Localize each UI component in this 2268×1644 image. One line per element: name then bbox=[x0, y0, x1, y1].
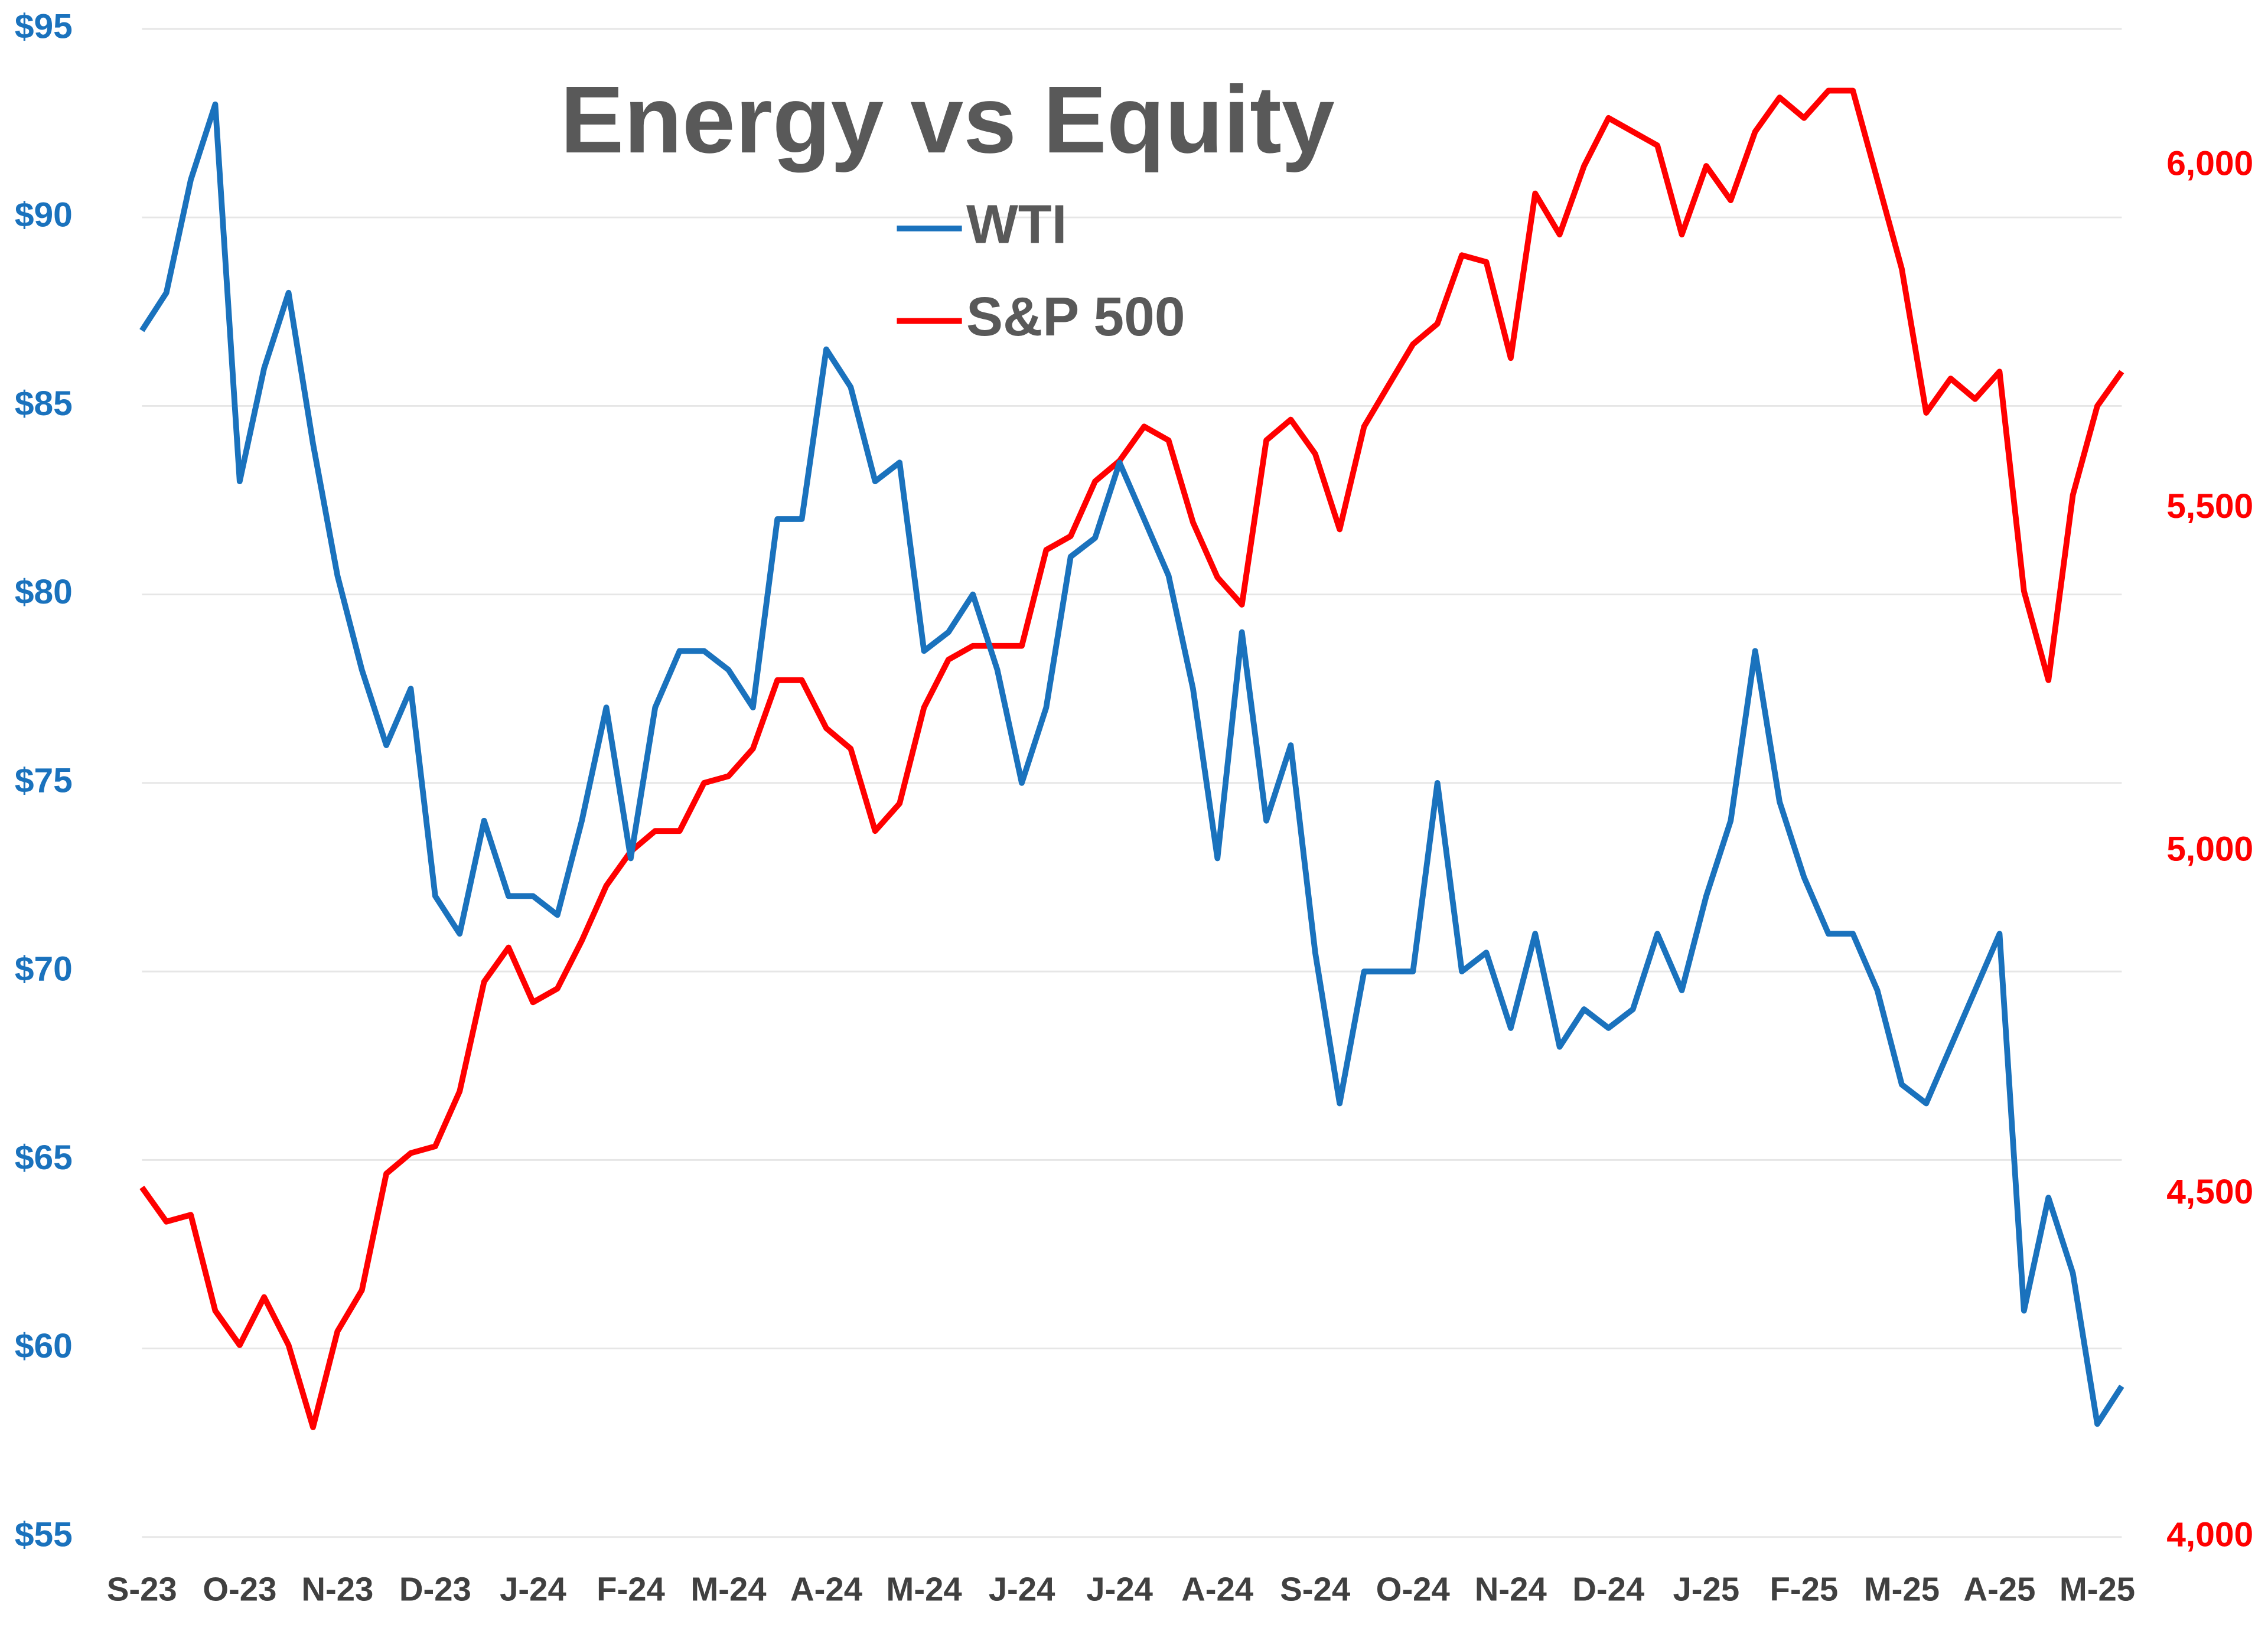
chart-title: Energy vs Equity bbox=[561, 67, 1335, 173]
x-tick-label: M-25 bbox=[2060, 1571, 2135, 1608]
x-tick-label: O-24 bbox=[1376, 1571, 1450, 1608]
x-tick-label: J-24 bbox=[500, 1571, 566, 1608]
x-tick-label: A-24 bbox=[1181, 1571, 1253, 1608]
x-tick-label: D-24 bbox=[1572, 1571, 1644, 1608]
series-line bbox=[139, 87, 2124, 1430]
x-tick-label: M-24 bbox=[886, 1571, 962, 1608]
x-tick-label: N-24 bbox=[1475, 1571, 1547, 1608]
y2-tick-label: 4,000 bbox=[2166, 1515, 2253, 1554]
y-tick-label: $65 bbox=[15, 1139, 73, 1177]
x-tick-label: O-23 bbox=[203, 1571, 276, 1608]
x-tick-label: D-23 bbox=[399, 1571, 471, 1608]
y2-tick-label: 5,500 bbox=[2166, 487, 2253, 526]
x-tick-label: A-25 bbox=[1963, 1571, 2035, 1608]
legend-label: S&P 500 bbox=[966, 286, 1185, 347]
y2-tick-label: 5,000 bbox=[2166, 830, 2253, 868]
x-tick-label: M-25 bbox=[1864, 1571, 1940, 1608]
y-tick-label: $55 bbox=[15, 1515, 73, 1554]
y-tick-label: $70 bbox=[15, 950, 73, 989]
y2-tick-label: 6,000 bbox=[2166, 145, 2253, 183]
y2-tick-label: 4,500 bbox=[2166, 1173, 2253, 1211]
x-tick-label: S-24 bbox=[1280, 1571, 1350, 1608]
x-tick-label: A-24 bbox=[790, 1571, 862, 1608]
y-tick-label: $80 bbox=[15, 573, 73, 611]
x-tick-label: N-23 bbox=[301, 1571, 373, 1608]
x-tick-label: F-25 bbox=[1770, 1571, 1838, 1608]
x-tick-label: M-24 bbox=[690, 1571, 766, 1608]
x-tick-label: F-24 bbox=[597, 1571, 665, 1608]
x-tick-label: J-24 bbox=[1086, 1571, 1153, 1608]
series-line bbox=[139, 101, 2124, 1427]
y-tick-label: $75 bbox=[15, 761, 73, 800]
x-tick-label: S-23 bbox=[107, 1571, 177, 1608]
y-tick-label: $95 bbox=[15, 7, 73, 45]
x-tick-label: J-24 bbox=[989, 1571, 1055, 1608]
y-tick-label: $90 bbox=[15, 196, 73, 234]
x-tick-label: J-25 bbox=[1673, 1571, 1739, 1608]
y-tick-label: $85 bbox=[15, 384, 73, 423]
y-tick-label: $60 bbox=[15, 1327, 73, 1365]
legend-label: WTI bbox=[966, 193, 1067, 255]
